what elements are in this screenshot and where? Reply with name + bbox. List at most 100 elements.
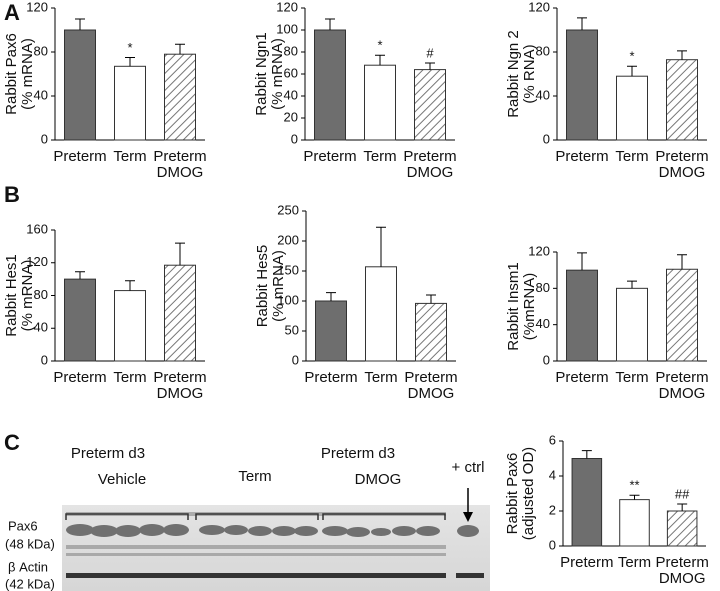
error-bar — [577, 252, 587, 271]
bar — [619, 499, 650, 547]
y-tick-label: 250 — [277, 202, 299, 217]
western-blot — [62, 488, 490, 591]
y-tick-label: 0 — [292, 352, 299, 367]
y-axis-label: Rabbit Pax6 — [504, 453, 521, 535]
significance-label: # — [426, 45, 434, 60]
x-tick-label: DMOG — [157, 164, 204, 181]
error-bar — [325, 18, 335, 30]
x-tick-label: Preterm — [555, 148, 608, 165]
y-tick-label: 120 — [26, 254, 48, 269]
y-axis-label: (adjusted OD) — [520, 447, 537, 540]
y-tick-label: 100 — [277, 292, 299, 307]
bar — [571, 458, 603, 547]
blot-label: Term — [238, 468, 271, 485]
significance-label: ** — [629, 478, 639, 493]
y-axis-label: (% mRNA) — [269, 38, 286, 110]
blot-label: Pax6 — [8, 518, 38, 533]
error-bar — [175, 43, 185, 55]
blot-label: (48 kDa) — [5, 536, 55, 551]
x-tick-label: DMOG — [659, 570, 706, 587]
error-bar — [376, 226, 386, 267]
y-axis-label: Rabbit Pax6 — [3, 33, 20, 115]
y-axis-label: (%mRNA) — [521, 273, 538, 341]
x-tick-label: Preterm — [560, 554, 613, 571]
x-tick-label: Term — [364, 369, 397, 386]
error-bar — [629, 494, 640, 500]
y-tick-label: 0 — [41, 352, 48, 367]
y-tick-label: 150 — [277, 262, 299, 277]
x-tick-label: Preterm — [304, 369, 357, 386]
x-tick-label: DMOG — [407, 164, 454, 181]
error-bar — [125, 280, 135, 291]
x-tick-label: Preterm — [153, 148, 206, 165]
y-axis-label: Rabbit Hes5 — [254, 245, 271, 328]
bar — [415, 302, 447, 362]
y-tick-label: 2 — [549, 502, 556, 517]
error-bar — [627, 280, 637, 289]
error-bar — [627, 65, 637, 77]
error-bar — [677, 50, 687, 60]
significance-label: * — [629, 49, 634, 64]
y-tick-label: 80 — [536, 43, 550, 58]
error-bar — [677, 503, 688, 511]
x-tick-label: Term — [363, 148, 396, 165]
y-tick-label: 20 — [284, 109, 298, 124]
x-tick-label: DMOG — [408, 385, 455, 402]
bar — [114, 290, 146, 362]
y-tick-label: 80 — [34, 43, 48, 58]
error-bar — [577, 17, 587, 30]
error-bar — [125, 57, 135, 67]
blot-label: (42 kDa) — [5, 576, 55, 591]
x-tick-label: Preterm — [655, 554, 708, 571]
y-axis-label: Rabbit Ngn1 — [253, 32, 270, 115]
x-tick-label: Term — [113, 148, 146, 165]
panel-label: B — [4, 182, 20, 207]
y-tick-label: 40 — [284, 87, 298, 102]
x-tick-label: Term — [615, 148, 648, 165]
y-tick-label: 80 — [34, 287, 48, 302]
error-bar — [375, 54, 385, 66]
bar — [414, 69, 446, 141]
x-tick-label: Preterm — [655, 369, 708, 386]
blot-label: Vehicle — [98, 471, 146, 488]
x-tick-label: Term — [618, 554, 651, 571]
blot-label: Preterm d3 — [321, 445, 395, 462]
x-tick-label: Term — [615, 369, 648, 386]
y-tick-label: 120 — [276, 0, 298, 14]
significance-label: * — [127, 40, 132, 55]
y-tick-label: 0 — [543, 352, 550, 367]
significance-label: ## — [675, 486, 690, 501]
blot-label: + ctrl — [452, 459, 485, 476]
y-tick-label: 80 — [284, 43, 298, 58]
bar — [164, 53, 196, 141]
x-tick-label: Preterm — [403, 148, 456, 165]
blot-label: Preterm d3 — [71, 445, 145, 462]
error-bar — [677, 254, 687, 270]
y-axis-label: Rabbit Ngn 2 — [505, 30, 522, 118]
bar — [666, 510, 698, 547]
bar — [364, 64, 396, 141]
x-tick-label: Preterm — [404, 369, 457, 386]
error-bar — [326, 292, 336, 301]
y-axis-label: Rabbit Insm1 — [505, 262, 522, 350]
bar — [64, 29, 96, 141]
panel-label: C — [4, 430, 20, 455]
x-tick-label: DMOG — [659, 164, 706, 181]
x-tick-label: Term — [113, 369, 146, 386]
x-tick-label: Preterm — [303, 148, 356, 165]
bar — [314, 29, 346, 141]
blot-label: DMOG — [355, 471, 402, 488]
y-axis-label: (% mRNA) — [19, 260, 36, 332]
y-tick-label: 40 — [536, 316, 550, 331]
bar — [315, 300, 347, 362]
bar — [616, 75, 648, 141]
bar — [566, 29, 598, 141]
y-tick-label: 40 — [536, 87, 550, 102]
blot-label: β Actin — [8, 559, 48, 574]
bar — [566, 269, 598, 362]
x-tick-label: Preterm — [153, 369, 206, 386]
y-tick-label: 120 — [26, 0, 48, 14]
bar — [164, 264, 196, 362]
error-bar — [75, 271, 85, 280]
